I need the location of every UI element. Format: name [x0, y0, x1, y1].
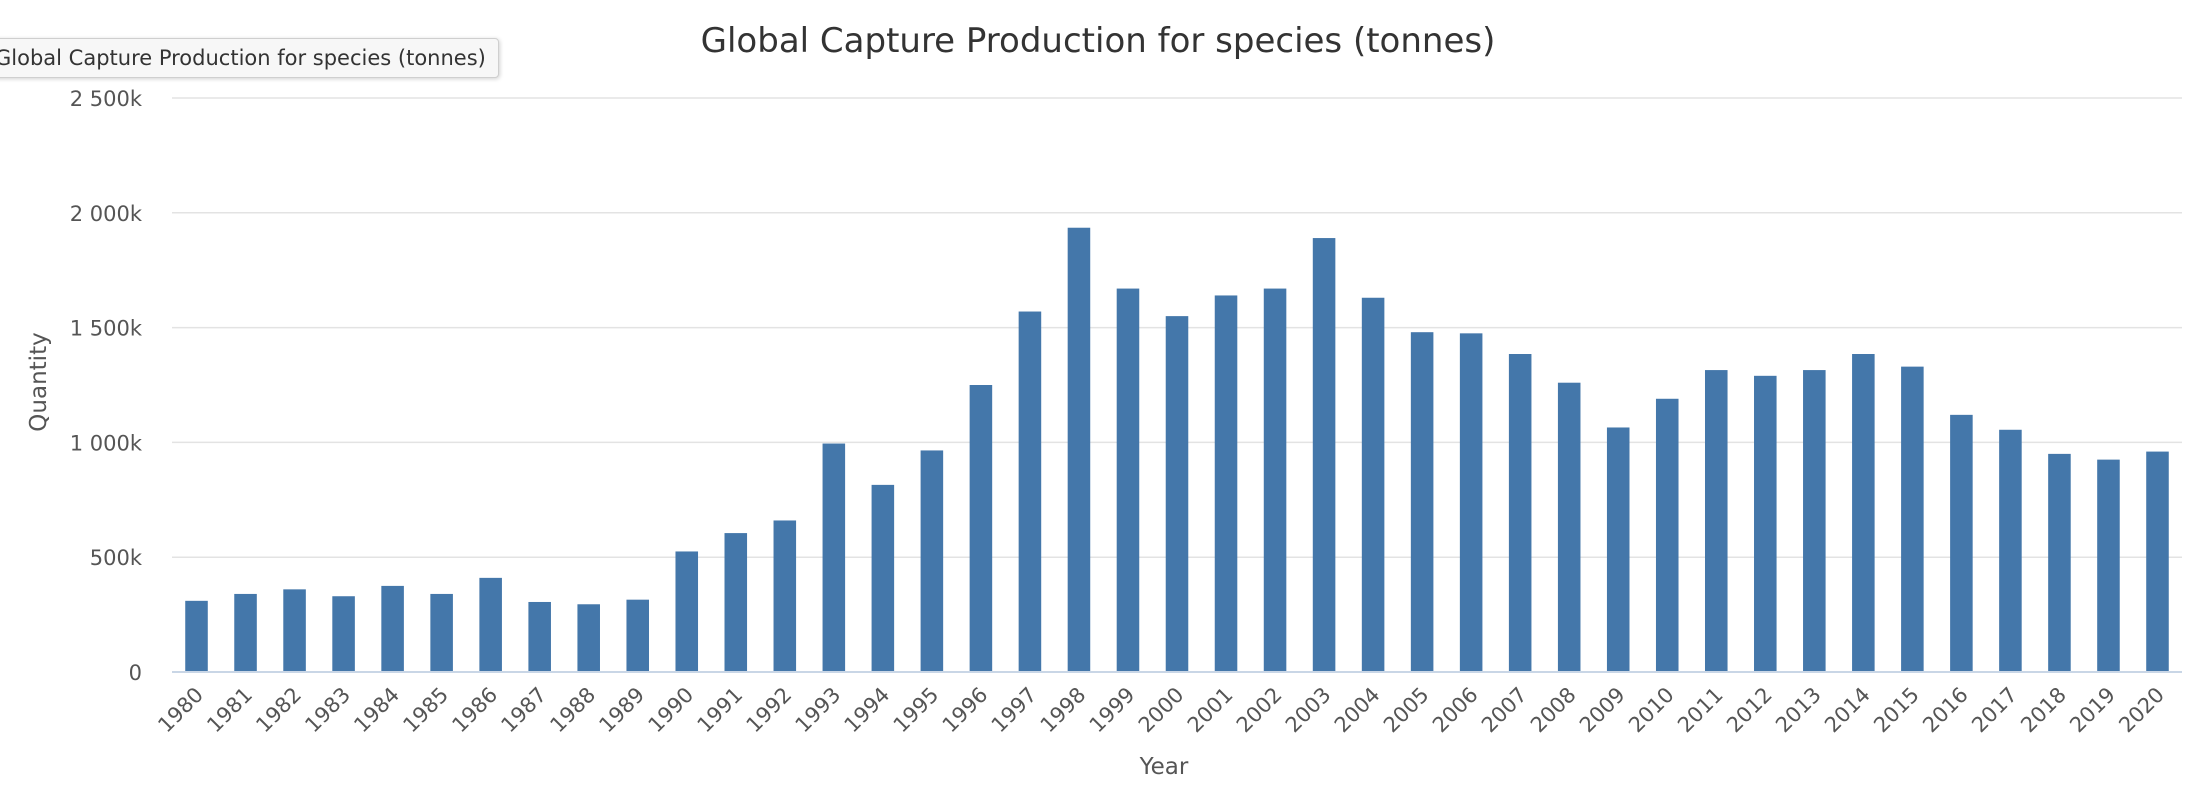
y-axis-title: Quantity — [26, 332, 52, 431]
y-tick-label: 1 500k — [70, 317, 143, 341]
x-tick-label: 2012 — [1722, 683, 1777, 738]
bar-1984[interactable] — [381, 585, 404, 672]
chart-tooltip: Global Capture Production for species (t… — [0, 38, 499, 78]
x-tick-label: 1994 — [840, 683, 895, 738]
bar-1981[interactable] — [234, 593, 257, 672]
x-tick-label: 1991 — [693, 683, 748, 738]
y-tick-label: 500k — [90, 546, 143, 570]
x-tick-label: 2016 — [1918, 683, 1973, 738]
x-tick-label: 2006 — [1428, 683, 1483, 738]
y-tick-label: 2 000k — [70, 202, 143, 226]
bar-2001[interactable] — [1214, 295, 1238, 672]
bar-2009[interactable] — [1606, 427, 1630, 672]
bar-1982[interactable] — [283, 589, 306, 672]
x-tick-label: 1987 — [496, 683, 551, 738]
y-tick-label: 0 — [129, 661, 142, 685]
bar-1980[interactable] — [185, 600, 208, 672]
x-tick-label: 1992 — [742, 683, 797, 738]
bar-1988[interactable] — [577, 604, 600, 672]
bar-1985[interactable] — [430, 593, 453, 672]
x-tick-label: 2019 — [2065, 683, 2120, 738]
y-tick-label: 1 000k — [70, 431, 143, 455]
x-tick-label: 2001 — [1183, 683, 1238, 738]
x-tick-label: 2017 — [1967, 683, 2022, 738]
x-tick-label: 1998 — [1036, 683, 1091, 738]
bar-2015[interactable] — [1901, 366, 1924, 672]
x-tick-label: 2004 — [1330, 683, 1385, 738]
x-tick-label: 1997 — [987, 683, 1042, 738]
x-tick-label: 1981 — [202, 683, 257, 738]
bar-2003[interactable] — [1312, 238, 1336, 672]
x-tick-label: 2007 — [1477, 683, 1532, 738]
bar-1998[interactable] — [1067, 227, 1091, 672]
x-tick-label: 2015 — [1869, 683, 1924, 738]
bar-2017[interactable] — [1999, 429, 2022, 672]
bar-2019[interactable] — [2097, 459, 2120, 672]
bar-1996[interactable] — [969, 385, 993, 672]
x-tick-label: 2005 — [1379, 683, 1434, 738]
bar-2007[interactable] — [1508, 354, 1532, 672]
bar-1999[interactable] — [1116, 288, 1140, 672]
x-tick-label: 2002 — [1232, 683, 1287, 738]
bar-1989[interactable] — [626, 599, 650, 672]
x-axis-tick-labels: 1980198119821983198419851986198719881989… — [153, 683, 2169, 738]
x-tick-label: 2020 — [2114, 683, 2169, 738]
bar-2013[interactable] — [1803, 370, 1826, 672]
y-axis-tick-labels: 0 500k 1 000k 1 500k 2 000k 2 500k — [70, 87, 143, 685]
bar-2011[interactable] — [1704, 370, 1728, 672]
bar-2004[interactable] — [1361, 297, 1385, 672]
x-tick-label: 1980 — [153, 683, 208, 738]
x-tick-label: 1982 — [251, 683, 306, 738]
x-tick-label: 1993 — [791, 683, 846, 738]
x-tick-label: 1989 — [594, 683, 649, 738]
bar-1994[interactable] — [871, 484, 895, 672]
bar-2005[interactable] — [1410, 332, 1434, 672]
x-tick-label: 2010 — [1624, 683, 1679, 738]
x-tick-label: 2009 — [1575, 683, 1630, 738]
bar-2012[interactable] — [1754, 375, 1777, 672]
bar-1990[interactable] — [675, 551, 699, 672]
chart-title: Global Capture Production for species (t… — [701, 21, 1496, 61]
x-tick-label: 1986 — [447, 683, 502, 738]
bar-1993[interactable] — [822, 443, 846, 672]
bar-1987[interactable] — [528, 601, 551, 672]
bar-2014[interactable] — [1852, 354, 1875, 672]
bar-2006[interactable] — [1459, 333, 1483, 672]
x-axis-title: Year — [1139, 754, 1189, 780]
x-tick-label: 1999 — [1085, 683, 1140, 738]
x-tick-label: 1990 — [644, 683, 699, 738]
y-tick-label: 2 500k — [70, 87, 143, 111]
x-tick-label: 1995 — [889, 683, 944, 738]
bar-1992[interactable] — [773, 520, 797, 672]
x-tick-label: 1988 — [545, 683, 600, 738]
bar-2008[interactable] — [1557, 382, 1581, 672]
x-tick-label: 1983 — [300, 683, 355, 738]
bar-1983[interactable] — [332, 596, 355, 672]
x-tick-label: 1985 — [398, 683, 453, 738]
bar-1997[interactable] — [1018, 311, 1042, 672]
x-tick-label: 2013 — [1771, 683, 1826, 738]
bar-2010[interactable] — [1655, 398, 1679, 672]
bar-2016[interactable] — [1950, 414, 1973, 672]
bars — [185, 227, 2169, 672]
x-tick-label: 2003 — [1281, 683, 1336, 738]
bar-2000[interactable] — [1165, 316, 1189, 672]
bar-2018[interactable] — [2048, 453, 2071, 672]
x-tick-label: 2008 — [1526, 683, 1581, 738]
bar-2002[interactable] — [1263, 288, 1287, 672]
x-tick-label: 2018 — [2016, 683, 2071, 738]
x-tick-label: 2011 — [1673, 683, 1728, 738]
x-tick-label: 2014 — [1820, 683, 1875, 738]
bar-1986[interactable] — [479, 577, 502, 672]
bar-2020[interactable] — [2146, 451, 2169, 672]
x-tick-label: 1984 — [349, 683, 404, 738]
x-tick-label: 1996 — [938, 683, 993, 738]
x-tick-label: 2000 — [1134, 683, 1189, 738]
bar-1991[interactable] — [724, 533, 748, 672]
bar-1995[interactable] — [920, 450, 944, 672]
